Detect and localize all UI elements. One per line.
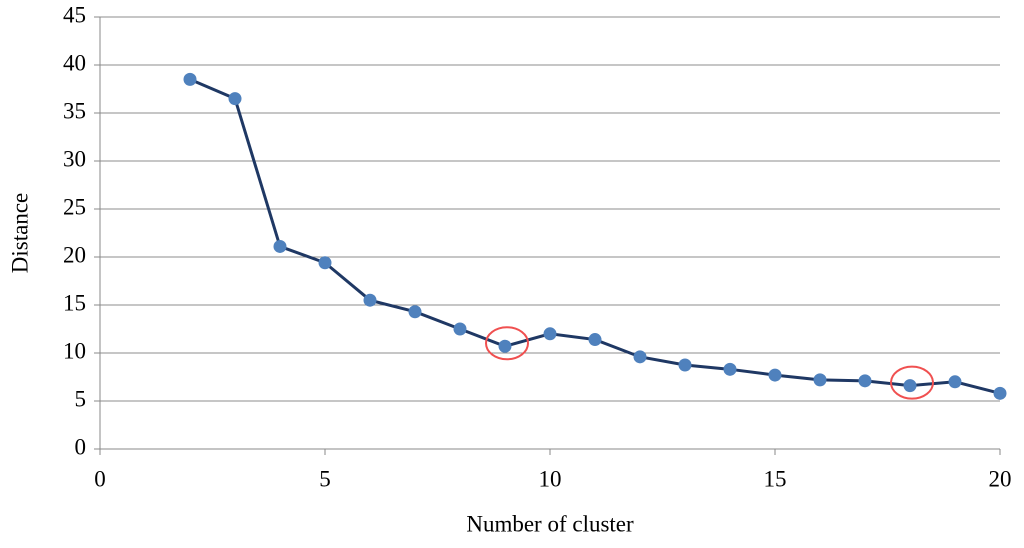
marker [183,72,197,86]
marker [498,339,512,353]
y-tick-label: 40 [63,50,86,75]
marker [813,373,827,387]
x-tick-label: 5 [319,466,331,491]
x-tick-label: 10 [539,466,562,491]
marker [858,374,872,388]
marker [408,305,422,319]
y-tick-label: 20 [63,242,86,267]
marker [633,350,647,364]
y-tick-label: 0 [75,434,87,459]
marker [588,333,602,347]
marker [903,379,917,393]
x-axis-label: Number of cluster [466,511,634,536]
highlight-circle [485,326,529,361]
marker [273,239,287,253]
x-tick-label: 15 [764,466,787,491]
marker [363,293,377,307]
x-tick-label: 20 [989,466,1012,491]
y-tick-label: 15 [63,290,86,315]
y-tick-label: 30 [63,146,86,171]
marker [993,386,1007,400]
highlight-circle [890,365,934,400]
y-tick-label: 10 [63,338,86,363]
marker [948,375,962,389]
marker [543,327,557,341]
marker [228,92,242,106]
y-tick-label: 35 [63,98,86,123]
marker [318,256,332,270]
marker [678,358,692,372]
marker [453,322,467,336]
y-tick-label: 45 [63,2,86,27]
line [189,78,1001,395]
x-tick-label: 0 [94,466,106,491]
y-tick-label: 25 [63,194,86,219]
y-axis-label: Distance [7,193,32,273]
marker [723,362,737,376]
marker [768,368,782,382]
y-tick-label: 5 [75,386,87,411]
